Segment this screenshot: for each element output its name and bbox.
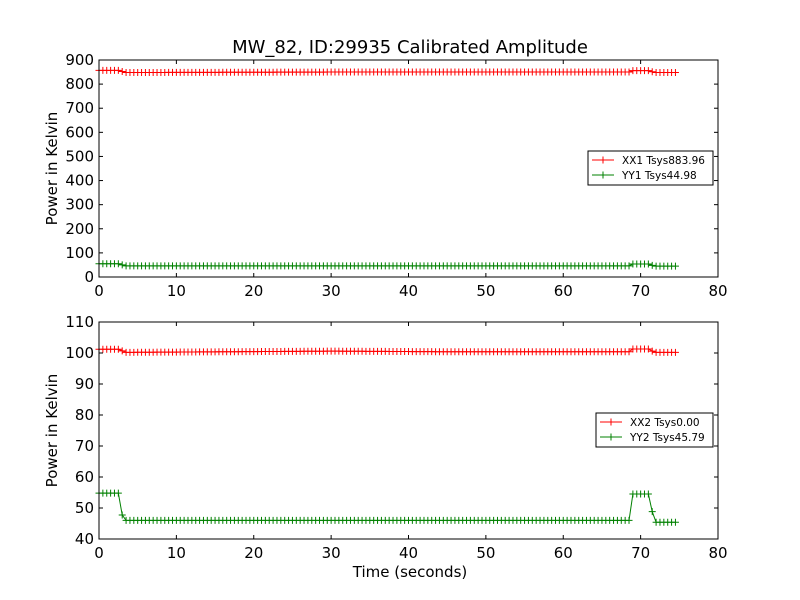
legend-item: YY2 Tsys45.79 [600, 432, 705, 444]
legend: XX2 Tsys0.00 YY2 Tsys45.79 [595, 412, 714, 448]
x-tick-label: 70 [631, 544, 650, 562]
x-tick-label: 40 [399, 282, 418, 300]
legend-item: XX1 Tsys883.96 [592, 155, 705, 167]
x-tick-label: 60 [554, 282, 573, 300]
y-tick-label: 100 [65, 244, 94, 262]
y-tick-label: 100 [65, 344, 94, 362]
y-tick-label: 70 [75, 437, 94, 455]
x-tick-label: 30 [322, 282, 341, 300]
y-tick-label: 800 [65, 75, 94, 93]
legend: XX1 Tsys883.96 YY1 Tsys44.98 [587, 150, 714, 186]
x-tick-label: 20 [244, 544, 263, 562]
y-tick-label: 90 [75, 375, 94, 393]
y-tick-label: 50 [75, 499, 94, 517]
y-tick-label: 600 [65, 123, 94, 141]
y-axis-label: Power in Kelvin [43, 112, 61, 226]
x-tick-label: 50 [476, 282, 495, 300]
x-tick-label: 30 [322, 544, 341, 562]
panel-1: 0 10 20 30 40 50 60 70 8001002003004005006007008… [43, 51, 728, 300]
legend-label: YY2 Tsys45.79 [629, 432, 705, 444]
legend-item: YY1 Tsys44.98 [592, 170, 697, 182]
y-tick-label: 110 [65, 313, 94, 331]
y-tick-label: 400 [65, 172, 94, 190]
y-tick-label: 0 [84, 268, 94, 286]
x-tick-label: 50 [476, 544, 495, 562]
legend-marker [599, 171, 607, 179]
x-tick-label: 80 [708, 282, 727, 300]
legend-label: YY1 Tsys44.98 [621, 170, 697, 182]
x-axis-label: Time (seconds) [352, 563, 468, 581]
legend-box [595, 412, 714, 448]
x-tick-label: 10 [167, 282, 186, 300]
x-tick-label: 60 [554, 544, 573, 562]
x-tick-label: 10 [167, 544, 186, 562]
legend-label: XX1 Tsys883.96 [622, 155, 705, 167]
y-tick-label: 80 [75, 406, 94, 424]
y-tick-label: 60 [75, 468, 94, 486]
legend-label: XX2 Tsys0.00 [630, 417, 700, 429]
chart-title: MW_82, ID:29935 Calibrated Amplitude [232, 37, 588, 58]
x-tick-label: 40 [399, 544, 418, 562]
x-tick-label: 70 [631, 282, 650, 300]
y-tick-label: 200 [65, 220, 94, 238]
legend-marker [607, 418, 615, 426]
legend-box [587, 150, 714, 186]
y-tick-label: 500 [65, 147, 94, 165]
y-tick-label: 300 [65, 196, 94, 214]
legend-item: XX2 Tsys0.00 [600, 417, 700, 429]
y-tick-label: 900 [65, 51, 94, 69]
x-tick-label: 0 [94, 282, 104, 300]
x-tick-label: 20 [244, 282, 263, 300]
legend-marker [599, 156, 607, 164]
panel-2: 0 10 20 30 40 50 60 70 80 40 50 60 70 80 90 100 110 Power… [43, 313, 728, 562]
panels: 0 10 20 30 40 50 60 70 8001002003004005006007008… [43, 51, 728, 562]
y-axis-label: Power in Kelvin [43, 374, 61, 488]
y-tick-label: 40 [75, 530, 94, 548]
legend-marker [607, 433, 615, 441]
x-tick-label: 80 [708, 544, 727, 562]
y-tick-label: 700 [65, 99, 94, 117]
x-tick-label: 0 [94, 544, 104, 562]
